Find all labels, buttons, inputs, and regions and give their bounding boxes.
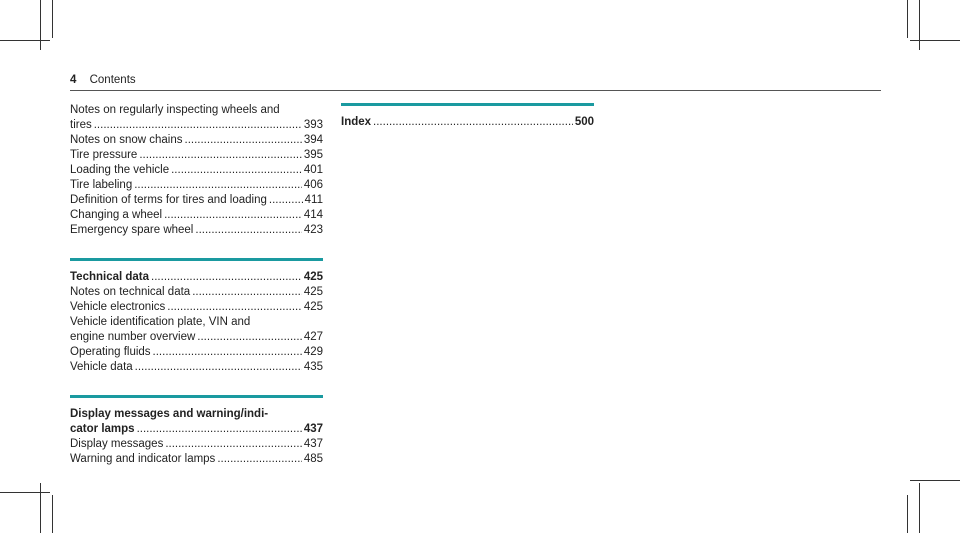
- dot-leader: [217, 452, 302, 467]
- toc-entry-text: Changing a wheel: [70, 209, 163, 221]
- toc-entry-page: 429: [303, 346, 323, 358]
- crop-mark: [0, 40, 50, 41]
- dot-leader: [197, 330, 302, 345]
- page-number: 4: [70, 74, 77, 86]
- toc-entry-page: 425: [303, 301, 323, 313]
- crop-mark: [919, 483, 920, 533]
- toc-entry-page: 393: [303, 119, 323, 131]
- header-divider: [70, 90, 881, 91]
- toc-entry-text: engine number overview: [70, 331, 196, 343]
- toc-entry-text: Operating fluids: [70, 346, 151, 358]
- crop-mark: [919, 0, 920, 50]
- toc-entry-text: Definition of terms for tires and loadin…: [70, 194, 267, 206]
- toc-entry[interactable]: Vehicle electronics 425: [70, 300, 323, 315]
- crop-mark: [0, 492, 50, 493]
- toc-entry-page: 395: [303, 149, 323, 161]
- toc-entry-page: 414: [303, 209, 323, 221]
- crop-mark: [907, 0, 908, 38]
- toc-entry-text: Vehicle data: [70, 361, 133, 373]
- left-column: Notes on regularly inspecting wheels and…: [70, 103, 323, 467]
- toc-entry[interactable]: Notes on regularly inspecting wheels and…: [70, 103, 323, 133]
- toc-entry[interactable]: Changing a wheel 414: [70, 208, 323, 223]
- toc-entry[interactable]: Tire labeling 406: [70, 178, 323, 193]
- toc-entry-page: 411: [304, 194, 323, 206]
- toc-entry-text: Tire labeling: [70, 179, 133, 191]
- toc-entry[interactable]: Emergency spare wheel 423: [70, 223, 323, 238]
- toc-entry-page: 394: [303, 134, 323, 146]
- toc-entry-page: 437: [303, 438, 323, 450]
- toc-entry[interactable]: Operating fluids 429: [70, 345, 323, 360]
- crop-mark: [52, 0, 53, 38]
- toc-entry-page: 427: [303, 331, 323, 343]
- toc-entry-text: Vehicle identification plate, VIN and: [70, 316, 251, 328]
- dot-leader: [135, 360, 302, 375]
- toc-entry[interactable]: Vehicle identification plate, VIN and eng…: [70, 315, 323, 345]
- crop-mark: [52, 495, 53, 533]
- dot-leader: [139, 148, 301, 163]
- section-title-display-messages[interactable]: Display messages and warning/indi- cator…: [70, 407, 323, 437]
- toc-entry-text: tires: [70, 119, 92, 131]
- toc-entry[interactable]: Warning and indicator lamps 485: [70, 452, 323, 467]
- toc-entry-page: 435: [303, 361, 323, 373]
- section-rule: [70, 258, 323, 261]
- crop-mark: [40, 0, 41, 50]
- toc-entry[interactable]: Loading the vehicle 401: [70, 163, 323, 178]
- dot-leader: [185, 133, 302, 148]
- toc-entry-text: Tire pressure: [70, 149, 138, 161]
- dot-leader: [171, 163, 302, 178]
- toc-entry-page: 425: [303, 286, 323, 298]
- intro-entry-list: Notes on regularly inspecting wheels and…: [70, 103, 323, 238]
- toc-entry-text: Emergency spare wheel: [70, 224, 194, 236]
- crop-mark: [910, 480, 960, 481]
- dot-leader: [94, 118, 302, 133]
- dot-leader: [153, 345, 302, 360]
- dot-leader: [167, 300, 302, 315]
- toc-entry-page: 485: [303, 453, 323, 465]
- toc-entry[interactable]: Notes on technical data 425: [70, 285, 323, 300]
- toc-entry-page: 406: [303, 179, 323, 191]
- toc-entry-text: Display messages: [70, 438, 164, 450]
- toc-entry-text: Loading the vehicle: [70, 164, 170, 176]
- toc-entry[interactable]: Definition of terms for tires and loadin…: [70, 193, 323, 208]
- crop-mark: [40, 483, 41, 533]
- toc-entry[interactable]: Tire pressure 395: [70, 148, 323, 163]
- section-title-index[interactable]: Index 500: [341, 115, 594, 130]
- dot-leader: [134, 178, 302, 193]
- section-rule: [341, 103, 594, 106]
- toc-entry-text: Notes on snow chains: [70, 134, 183, 146]
- crop-mark: [910, 40, 960, 41]
- display-entry-list: Display messages 437 Warning and indicator…: [70, 437, 323, 467]
- toc-entry[interactable]: Display messages 437: [70, 437, 323, 452]
- toc-entry[interactable]: Vehicle data 435: [70, 360, 323, 375]
- page-header: 4 Contents: [70, 74, 136, 86]
- section-rule: [70, 395, 323, 398]
- dot-leader: [269, 193, 303, 208]
- toc-entry-text: Warning and indicator lamps: [70, 453, 216, 465]
- toc-entry-page: 401: [303, 164, 323, 176]
- dot-leader: [195, 223, 301, 238]
- right-column: Index 500: [341, 103, 594, 130]
- section-title-technical-data[interactable]: Technical data 425: [70, 270, 323, 285]
- toc-entry-page: 423: [303, 224, 323, 236]
- dot-leader: [165, 437, 301, 452]
- crop-mark: [907, 495, 908, 533]
- toc-entry-text: Notes on regularly inspecting wheels and: [70, 104, 280, 116]
- dot-leader: [164, 208, 302, 223]
- header-title: Contents: [89, 74, 136, 86]
- technical-entry-list: Notes on technical data425Vehicle electr…: [70, 285, 323, 375]
- dot-leader: [192, 285, 302, 300]
- toc-entry[interactable]: Notes on snow chains 394: [70, 133, 323, 148]
- toc-entry-text: Vehicle electronics: [70, 301, 166, 313]
- toc-entry-text: Notes on technical data: [70, 286, 191, 298]
